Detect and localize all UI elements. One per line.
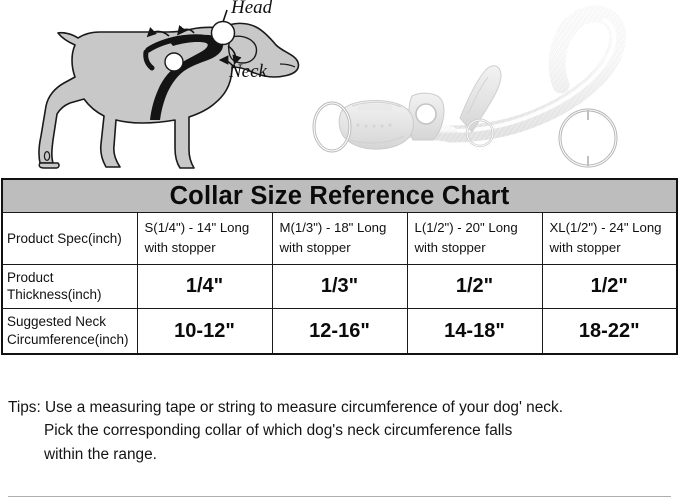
measure-arrow-chest bbox=[146, 27, 170, 38]
table-title-row: Collar Size Reference Chart bbox=[1, 178, 678, 213]
leather-end-sleeve bbox=[338, 100, 414, 150]
harness-ring-neck bbox=[164, 52, 184, 72]
column-header-s-sub: with stopper bbox=[144, 240, 216, 256]
row-label-neck-line2: Circumference(inch) bbox=[7, 332, 129, 348]
tips-line-1: Tips: Use a measuring tape or string to … bbox=[8, 399, 563, 416]
tips-line-2: Pick the corresponding collar of which d… bbox=[44, 422, 513, 440]
collar-size-reference-table: Collar Size Reference Chart Product Spec… bbox=[1, 178, 678, 356]
row-header-product-spec: Product Spec(inch) bbox=[1, 212, 138, 265]
cell-neck-l: 14-18" bbox=[406, 307, 543, 355]
label-head: Head bbox=[230, 0, 273, 18]
column-header-l-sub: with stopper bbox=[414, 240, 486, 256]
illustration-area: Head Neck bbox=[0, 0, 679, 176]
measure-arrow-neck bbox=[227, 45, 242, 66]
brand-stitching bbox=[356, 123, 392, 128]
column-header-s-size: S(1/4") - 14" Long bbox=[144, 220, 250, 235]
brand-plate bbox=[358, 104, 392, 111]
table-title: Collar Size Reference Chart bbox=[1, 178, 678, 213]
column-header-m-sub: with stopper bbox=[279, 240, 351, 256]
leather-stopper bbox=[459, 65, 502, 133]
column-header-s: S(1/4") - 14" Long with stopper bbox=[136, 212, 273, 265]
row-label-thickness-line2: Thickness(inch) bbox=[7, 287, 102, 303]
column-header-m: M(1/3") - 18" Long with stopper bbox=[271, 212, 408, 265]
column-header-xl-size: XL(1/2") - 24" Long bbox=[549, 220, 662, 235]
tips-block: Tips: Use a measuring tape or string to … bbox=[8, 396, 673, 466]
cell-neck-m: 12-16" bbox=[271, 307, 408, 355]
cell-neck-xl: 18-22" bbox=[541, 307, 678, 355]
column-header-xl: XL(1/2") - 24" Long with stopper bbox=[541, 212, 678, 265]
column-header-l-size: L(1/2") - 20" Long bbox=[414, 220, 518, 235]
cell-neck-s: 10-12" bbox=[136, 307, 273, 355]
tips-line-3: within the range. bbox=[44, 445, 157, 463]
table-row: Product Thickness(inch) 1/4" 1/3" 1/2" 1… bbox=[1, 263, 678, 309]
dog-body-shape bbox=[38, 22, 300, 169]
cell-thickness-m: 1/3" bbox=[271, 263, 408, 309]
measure-arrow-upper bbox=[176, 25, 195, 36]
measure-arrow-neck-2 bbox=[218, 55, 235, 69]
keeper-hole bbox=[415, 103, 437, 125]
collar-product-photo bbox=[312, 5, 627, 168]
row-label-thickness: Product Thickness(inch) bbox=[1, 263, 138, 309]
cell-thickness-xl: 1/2" bbox=[541, 263, 678, 309]
row-label-neck-line1: Suggested Neck bbox=[7, 314, 107, 330]
harness-strap bbox=[143, 34, 223, 121]
harness-ring-head bbox=[210, 20, 236, 46]
label-neck: Neck bbox=[228, 61, 268, 82]
table-header-row: Product Spec(inch) S(1/4") - 14" Long wi… bbox=[1, 212, 678, 265]
column-header-l: L(1/2") - 20" Long with stopper bbox=[406, 212, 543, 265]
bottom-divider bbox=[8, 496, 671, 497]
column-header-m-size: M(1/3") - 18" Long bbox=[279, 220, 387, 235]
cell-thickness-s: 1/4" bbox=[136, 263, 273, 309]
row-label-neck-circumference: Suggested Neck Circumference(inch) bbox=[1, 307, 138, 355]
table-row: Suggested Neck Circumference(inch) 10-12… bbox=[1, 307, 678, 355]
dog-diagram: Head Neck bbox=[38, 0, 300, 169]
cell-thickness-l: 1/2" bbox=[406, 263, 543, 309]
column-header-xl-sub: with stopper bbox=[549, 240, 621, 256]
row-label-thickness-line1: Product bbox=[7, 269, 54, 285]
